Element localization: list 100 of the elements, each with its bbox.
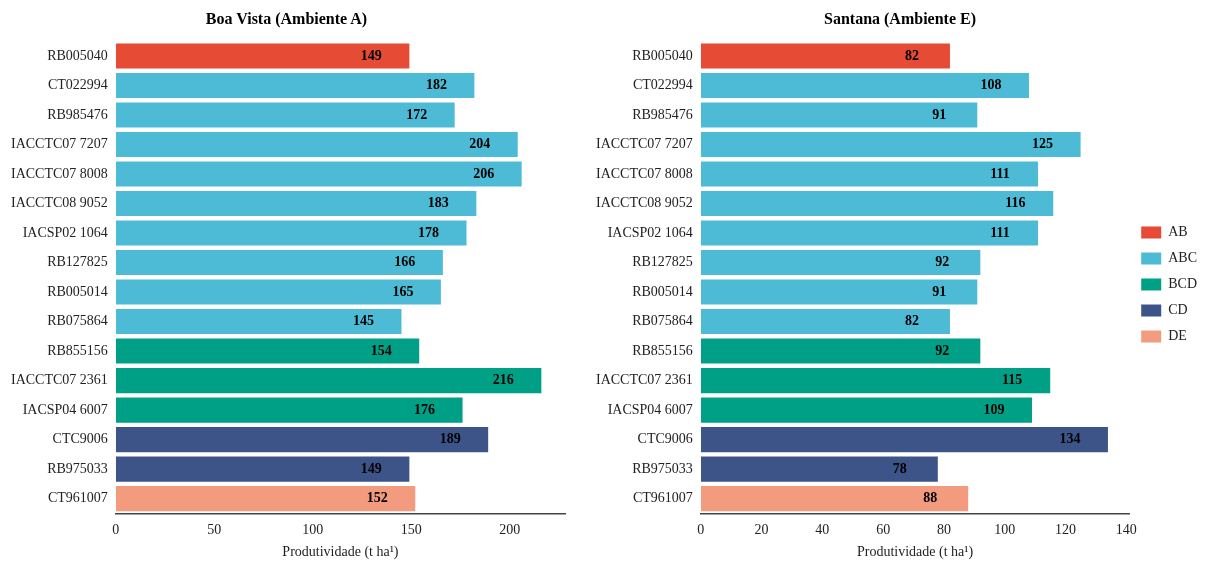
data-label: 88	[923, 490, 938, 506]
y-tick-label: CT961007	[47, 490, 108, 506]
data-label: 182	[425, 77, 447, 93]
y-tick-label: RB855156	[47, 342, 108, 358]
data-label: 183	[427, 195, 449, 211]
x-tick-label: 80	[936, 522, 951, 538]
data-label: 178	[418, 224, 439, 240]
data-label: 108	[980, 77, 1002, 93]
bar	[700, 102, 978, 128]
data-label: 82	[904, 47, 919, 63]
y-tick-label: IACCTC07 8008	[10, 165, 108, 181]
data-label: 145	[352, 313, 374, 329]
legend-label: BCD	[1168, 276, 1198, 292]
data-label: 152	[366, 490, 388, 506]
bar	[115, 309, 402, 335]
legend-label: AB	[1168, 224, 1188, 240]
y-tick-label: IACCTC08 9052	[10, 195, 108, 211]
bar	[700, 220, 1039, 246]
data-label: 111	[990, 224, 1010, 240]
data-label: 116	[1005, 195, 1026, 211]
bar	[115, 43, 410, 69]
chart-title: Boa Vista (Ambiente A)	[205, 9, 368, 28]
bar	[700, 397, 1032, 423]
data-label: 91	[932, 283, 947, 299]
legend-label: ABC	[1168, 250, 1198, 266]
x-tick-label: 120	[1054, 522, 1076, 538]
y-tick-label: RB985476	[47, 106, 108, 122]
y-tick-label: IACCTC07 8008	[595, 165, 693, 181]
bar	[700, 486, 969, 512]
x-tick-label: 60	[876, 522, 891, 538]
x-tick-label: 140	[1115, 522, 1137, 538]
bar	[115, 250, 443, 276]
y-tick-label: RB005040	[632, 47, 693, 63]
y-tick-label: CTC9006	[637, 431, 693, 447]
data-label: 92	[935, 254, 950, 270]
legend-label: CD	[1168, 302, 1188, 318]
y-tick-label: IACCTC07 2361	[10, 372, 108, 388]
bar	[115, 338, 420, 364]
y-tick-label: RB975033	[47, 460, 108, 476]
data-label: 115	[1002, 372, 1023, 388]
data-label: 172	[406, 106, 428, 122]
data-label: 154	[370, 342, 392, 358]
y-tick-label: IACSP02 1064	[22, 224, 108, 240]
x-tick-label: 20	[754, 522, 769, 538]
data-label: 111	[990, 165, 1010, 181]
bar	[700, 456, 938, 482]
bar	[115, 102, 455, 128]
data-label: 78	[892, 460, 907, 476]
data-label: 176	[414, 401, 436, 417]
data-label: 125	[1032, 136, 1054, 152]
y-tick-label: IACCTC08 9052	[595, 195, 693, 211]
bar	[115, 131, 518, 158]
x-tick-label: 50	[207, 522, 222, 538]
bar	[115, 486, 416, 512]
data-label: 216	[492, 372, 514, 388]
bar	[115, 279, 441, 305]
y-tick-label: RB075864	[632, 313, 693, 329]
bar	[115, 220, 467, 246]
y-tick-label: RB005014	[47, 283, 108, 299]
data-label: 149	[360, 460, 382, 476]
data-label: 92	[935, 342, 950, 358]
y-tick-label: CT022994	[632, 77, 693, 93]
y-tick-label: CT022994	[47, 77, 108, 93]
bar	[700, 250, 981, 276]
y-tick-label: CTC9006	[52, 431, 108, 447]
bar	[700, 43, 950, 69]
y-tick-label: RB975033	[632, 460, 693, 476]
bar	[115, 190, 477, 217]
bar	[115, 427, 489, 453]
bar	[700, 309, 950, 335]
bar	[700, 161, 1039, 187]
bar	[700, 338, 981, 364]
bar	[700, 131, 1081, 158]
data-label: 109	[983, 401, 1005, 417]
y-tick-label: RB005040	[47, 47, 108, 63]
x-tick-label: 0	[697, 522, 705, 538]
bar	[700, 190, 1054, 217]
x-tick-label: 0	[112, 522, 120, 538]
y-tick-label: IACCTC07 7207	[595, 136, 693, 152]
bar	[700, 279, 978, 305]
bar	[115, 72, 475, 99]
bar	[115, 456, 410, 482]
x-axis-title: Produtividade (t ha¹)	[856, 544, 974, 561]
data-label: 134	[1059, 431, 1081, 447]
x-tick-label: 150	[400, 522, 422, 538]
y-tick-label: IACSP02 1064	[607, 224, 693, 240]
x-tick-label: 100	[994, 522, 1016, 538]
data-label: 189	[439, 431, 461, 447]
legend-label: DE	[1168, 328, 1187, 344]
x-tick-label: 200	[499, 522, 521, 538]
data-label: 206	[473, 165, 495, 181]
bar	[115, 161, 522, 187]
x-tick-label: 40	[815, 522, 830, 538]
y-tick-label: IACSP04 6007	[22, 401, 108, 417]
y-tick-label: IACCTC07 2361	[595, 372, 693, 388]
y-tick-label: RB985476	[632, 106, 693, 122]
x-axis-title: Produtividade (t ha¹)	[282, 544, 399, 561]
data-label: 165	[392, 283, 414, 299]
bar	[700, 72, 1029, 99]
y-tick-label: RB005014	[632, 283, 693, 299]
